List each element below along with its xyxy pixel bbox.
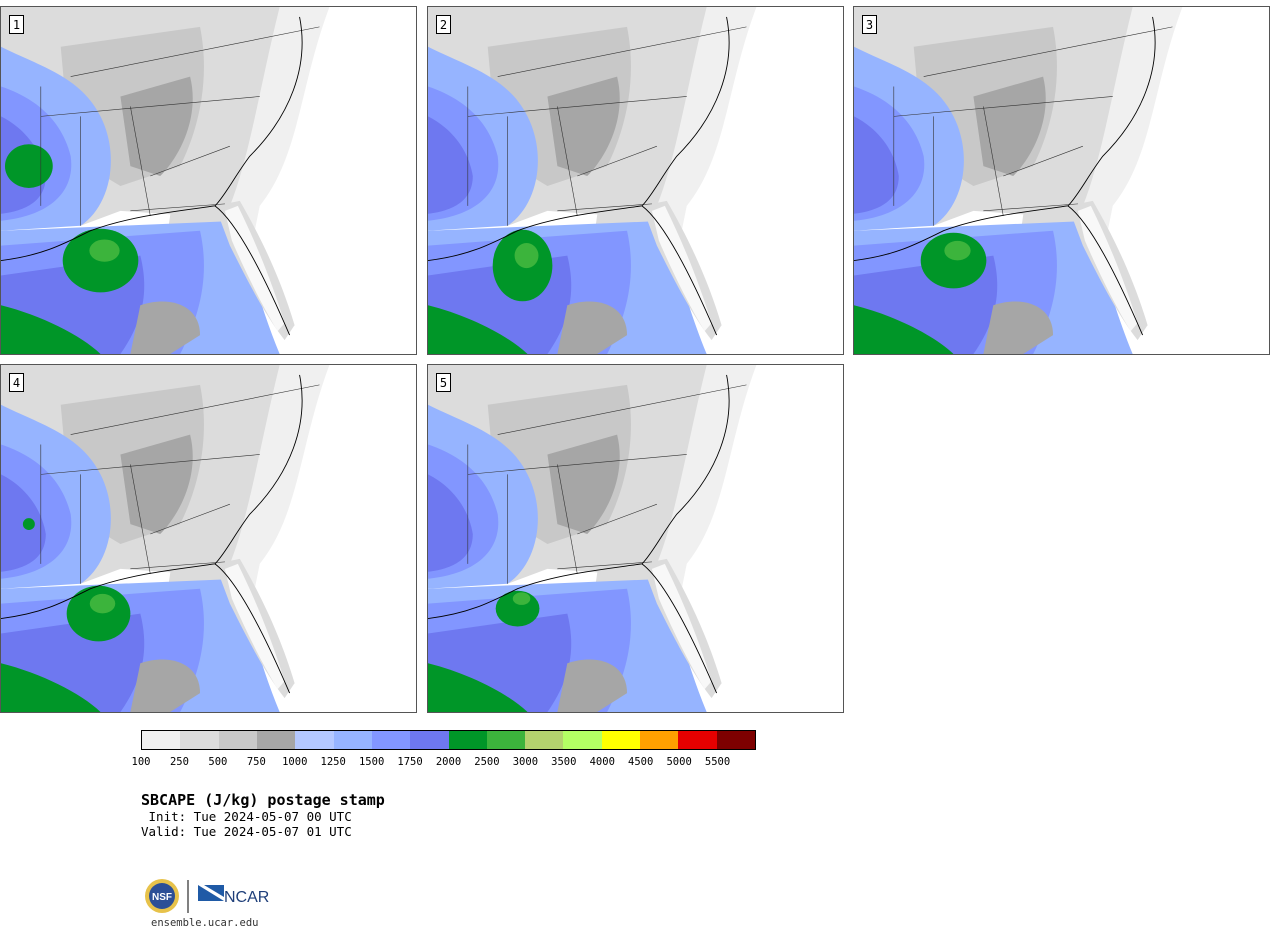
colorbar-swatch bbox=[716, 731, 755, 749]
colorbar-swatch bbox=[410, 731, 449, 749]
colorbar-tick-label: 1250 bbox=[320, 756, 346, 768]
colorbar-tick-label: 250 bbox=[169, 756, 189, 768]
nsf-logo-icon: NSF bbox=[145, 879, 179, 913]
colorbar-tick-label: 750 bbox=[246, 756, 266, 768]
colorbar-tick-label: 2500 bbox=[474, 756, 500, 768]
colorbar-swatch bbox=[525, 731, 564, 749]
nsf-ncar-logo: NSF NCAR bbox=[144, 877, 274, 917]
colorbar-swatch bbox=[640, 731, 679, 749]
svg-text:NSF: NSF bbox=[152, 892, 172, 903]
init-time: Init: Tue 2024-05-07 00 UTC bbox=[141, 809, 352, 824]
colorbar-tick-label: 5500 bbox=[704, 756, 731, 768]
panel-number-label: 5 bbox=[436, 373, 451, 392]
sbcape-map bbox=[854, 7, 1269, 354]
ncar-logo-icon: NCAR bbox=[198, 885, 269, 906]
colorbar-swatch bbox=[256, 731, 296, 749]
panel-number-label: 4 bbox=[9, 373, 24, 392]
panel-number-label: 3 bbox=[862, 15, 877, 34]
sbcape-map bbox=[428, 365, 843, 712]
colorbar-swatch bbox=[333, 731, 372, 749]
svg-text:NCAR: NCAR bbox=[224, 889, 269, 906]
colorbar-tick-label: 5000 bbox=[666, 756, 692, 768]
map-panel-2: 2 bbox=[427, 6, 844, 355]
sbcape-map bbox=[1, 365, 416, 712]
colorbar-swatch bbox=[486, 731, 526, 749]
panel-number-label: 2 bbox=[436, 15, 451, 34]
map-panel-1: 1 bbox=[0, 6, 417, 355]
colorbar-swatch bbox=[142, 731, 181, 749]
colorbar-tick-labels: 100 250 500 750 1000 1250 1500 1750 2000 2500 3000… bbox=[132, 756, 756, 770]
map-panel-3: 3 bbox=[853, 6, 1270, 355]
colorbar-tick-label: 1500 bbox=[358, 756, 385, 768]
colorbar-swatch bbox=[371, 731, 411, 749]
colorbar-tick-label: 4500 bbox=[628, 756, 654, 768]
sbcape-map bbox=[428, 7, 843, 354]
colorbar-tick-label: 1750 bbox=[397, 756, 423, 768]
colorbar-tick-label: 1000 bbox=[282, 756, 308, 768]
website-url: ensemble.ucar.edu bbox=[151, 917, 259, 929]
sbcape-map bbox=[1, 7, 416, 354]
colorbar-swatch bbox=[218, 731, 257, 749]
map-panel-5: 5 bbox=[427, 364, 844, 713]
colorbar-swatch bbox=[448, 731, 487, 749]
colorbar-tick-label: 3500 bbox=[551, 756, 577, 768]
colorbar-tick-label: 500 bbox=[208, 756, 228, 768]
colorbar-swatch bbox=[678, 731, 717, 749]
colorbar-swatch bbox=[563, 731, 602, 749]
colorbar-swatch bbox=[295, 731, 334, 749]
colorbar-tick-label: 3000 bbox=[512, 756, 539, 768]
colorbar-swatch bbox=[601, 731, 641, 749]
panel-number-label: 1 bbox=[9, 15, 24, 34]
valid-time: Valid: Tue 2024-05-07 01 UTC bbox=[141, 824, 352, 839]
colorbar-tick-label: 100 bbox=[131, 756, 151, 768]
colorbar bbox=[141, 730, 756, 750]
plot-title: SBCAPE (J/kg) postage stamp bbox=[141, 791, 385, 809]
colorbar-swatch bbox=[180, 731, 219, 749]
colorbar-tick-label: 4000 bbox=[589, 756, 615, 768]
colorbar-tick-label: 2000 bbox=[435, 756, 462, 768]
map-panel-4: 4 bbox=[0, 364, 417, 713]
